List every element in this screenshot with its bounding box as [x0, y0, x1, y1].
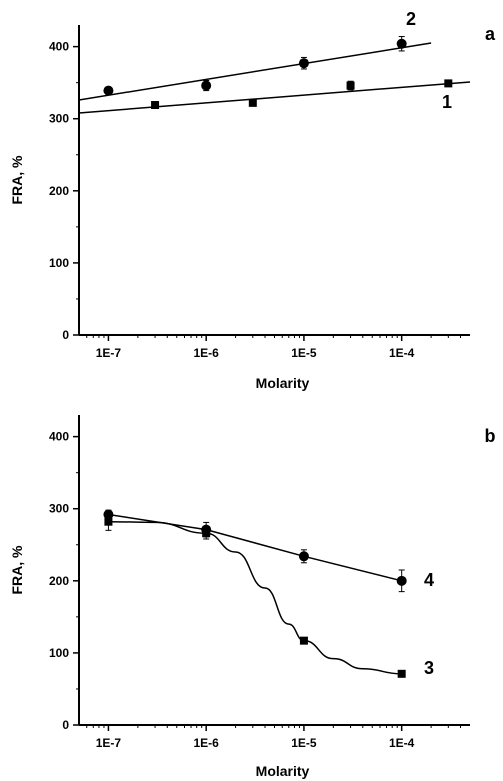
x-tick-label: 1E-7 [96, 346, 122, 360]
data-point [151, 101, 159, 109]
fit-line [79, 43, 431, 100]
data-point [444, 79, 452, 87]
y-tick-label: 0 [62, 718, 69, 732]
data-point [201, 525, 211, 535]
y-tick-label: 300 [49, 112, 69, 126]
x-tick-label: 1E-4 [389, 736, 415, 750]
data-point [103, 509, 113, 519]
y-tick-label: 100 [49, 256, 69, 270]
panel-label: b [485, 426, 496, 446]
x-tick-label: 1E-5 [291, 736, 317, 750]
data-point [398, 670, 406, 678]
y-tick-label: 400 [49, 430, 69, 444]
series-1: 1 [79, 79, 470, 113]
y-tick-label: 200 [49, 574, 69, 588]
data-point [299, 58, 309, 68]
data-point [249, 99, 257, 107]
series-3: 3 [104, 513, 434, 678]
panel-label: a [485, 24, 496, 44]
data-point [397, 576, 407, 586]
series-label: 1 [442, 92, 452, 112]
series-2: 2 [79, 9, 431, 100]
series-4: 4 [103, 509, 434, 591]
series-label: 2 [406, 9, 416, 29]
data-point [103, 86, 113, 96]
x-axis-title: Molarity [256, 763, 310, 779]
data-point [347, 82, 355, 90]
fit-curve [108, 522, 401, 674]
panel-a: 0 100 200 300 400 1E-7 1E-6 1E-5 1E-4 Molarity FRA… [9, 9, 496, 391]
x-tick-label: 1E-6 [193, 346, 219, 360]
y-tick-label: 200 [49, 184, 69, 198]
series-label: 3 [424, 658, 434, 678]
fit-line [79, 82, 470, 113]
x-tick-label: 1E-4 [389, 346, 415, 360]
series-label: 4 [424, 570, 434, 590]
y-tick-label: 300 [49, 502, 69, 516]
x-tick-label: 1E-7 [96, 736, 122, 750]
data-point [299, 551, 309, 561]
y-tick-label: 400 [49, 40, 69, 54]
y-tick-label: 0 [62, 328, 69, 342]
y-axis-title: FRA, % [9, 545, 25, 595]
panel-b: 0 100 200 300 400 1E-7 1E-6 1E-5 1E-4 Molarity FRA… [9, 415, 496, 779]
y-axis-title: FRA, % [9, 155, 25, 205]
x-tick-label: 1E-5 [291, 346, 317, 360]
data-point [300, 637, 308, 645]
x-axis-title: Molarity [256, 375, 310, 391]
x-tick-label: 1E-6 [193, 736, 219, 750]
data-point [397, 39, 407, 49]
fit-curve [108, 514, 401, 580]
y-tick-label: 100 [49, 646, 69, 660]
data-point [201, 81, 211, 91]
